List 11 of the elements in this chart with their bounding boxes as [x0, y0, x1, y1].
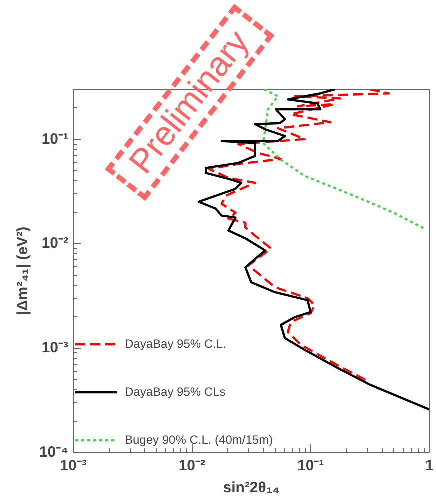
- y-axis-title: |Δm²₄₁| (eV²): [14, 226, 32, 316]
- legend-label: Bugey 90% C.L. (40m/15m): [125, 433, 274, 447]
- x-tick-label: 10⁻²: [178, 458, 206, 474]
- x-axis-title: sin²2θ₁₄: [223, 480, 280, 496]
- x-tick-label: 10⁻¹: [297, 458, 324, 474]
- y-tick-label: 10⁻¹: [42, 130, 69, 148]
- x-tick-label: 1: [425, 458, 434, 474]
- legend-label: DayaBay 95% CLs: [125, 385, 226, 399]
- y-tick-label: 10⁻³: [42, 340, 69, 357]
- y-tick-label: 10⁻²: [42, 235, 69, 252]
- legend-label: DayaBay 95% C.L.: [125, 337, 226, 351]
